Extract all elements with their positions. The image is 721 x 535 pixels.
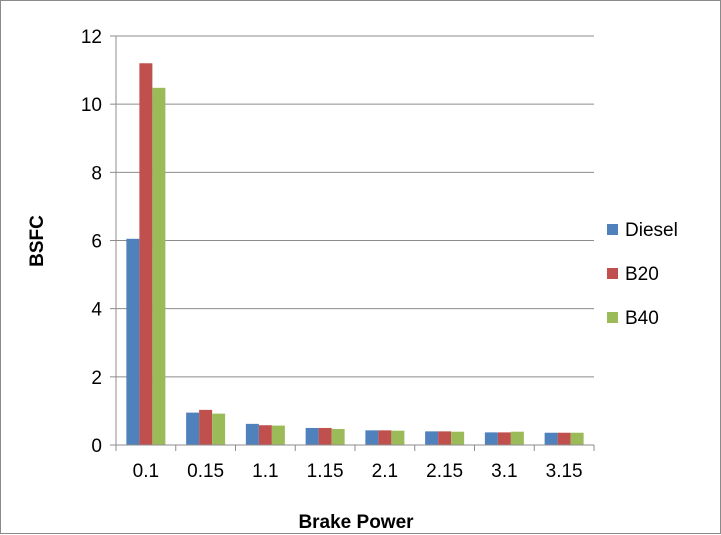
- y-tick-label: 6: [91, 232, 102, 253]
- bar-diesel-1.15: [305, 427, 319, 445]
- axes: [110, 35, 595, 451]
- bar-b20-3.1: [497, 432, 511, 445]
- bar-b40-0.15: [212, 413, 226, 445]
- bar-diesel-0.1: [126, 238, 140, 445]
- bar-b20-3.15: [557, 432, 571, 445]
- x-tick-label: 2.15: [426, 461, 463, 482]
- bars: [126, 63, 584, 446]
- y-tick-label: 2: [91, 368, 102, 389]
- bar-b20-0.1: [139, 63, 153, 446]
- bar-diesel-2.1: [365, 430, 379, 445]
- legend-label-b40: B40: [625, 308, 659, 329]
- y-tick-label: 12: [81, 27, 102, 48]
- x-tick-label: 1.15: [307, 461, 344, 482]
- legend: Diesel B20 B40: [607, 220, 678, 329]
- legend-swatch-b40: [607, 312, 618, 323]
- bar-b20-2.15: [438, 431, 452, 445]
- y-tick-label: 4: [91, 300, 102, 321]
- legend-swatch-diesel: [607, 224, 618, 235]
- bar-diesel-3.15: [544, 432, 558, 445]
- bar-diesel-1.1: [245, 423, 259, 445]
- x-tick-labels: 0.1 0.15 1.1 1.15 2.1 2.15 3.1 3.15: [133, 461, 583, 482]
- bar-diesel-2.15: [425, 431, 439, 445]
- bar-b40-1.1: [271, 425, 285, 445]
- bar-b40-3.1: [510, 431, 524, 445]
- y-axis-title: BSFC: [27, 215, 48, 267]
- bar-b40-3.15: [570, 432, 584, 445]
- x-tick-label: 0.15: [187, 461, 224, 482]
- y-tick-labels: 0 2 4 6 8 10 12: [81, 27, 103, 457]
- bar-b20-1.1: [258, 425, 272, 445]
- bar-b20-1.15: [318, 427, 332, 445]
- gridlines: [116, 35, 594, 378]
- bar-b40-2.15: [451, 431, 465, 445]
- x-tick-label: 3.15: [546, 461, 583, 482]
- y-tick-label: 0: [91, 436, 102, 457]
- y-tick-label: 8: [91, 163, 102, 184]
- x-tick-label: 2.1: [372, 461, 398, 482]
- bar-b40-1.15: [331, 428, 345, 445]
- bar-b40-2.1: [391, 430, 405, 445]
- bar-b20-2.1: [378, 430, 392, 445]
- bar-diesel-3.1: [484, 432, 498, 445]
- legend-label-b20: B20: [625, 264, 659, 285]
- bar-diesel-0.15: [186, 412, 200, 445]
- bar-b20-0.15: [199, 409, 213, 445]
- legend-swatch-b20: [607, 268, 618, 279]
- x-tick-label: 0.1: [133, 461, 159, 482]
- x-tick-label: 1.1: [252, 461, 278, 482]
- x-axis-title: Brake Power: [298, 512, 414, 533]
- y-tick-label: 10: [81, 95, 102, 116]
- legend-label-diesel: Diesel: [625, 220, 678, 241]
- x-tick-label: 3.1: [491, 461, 517, 482]
- bar-b40-0.1: [152, 87, 166, 445]
